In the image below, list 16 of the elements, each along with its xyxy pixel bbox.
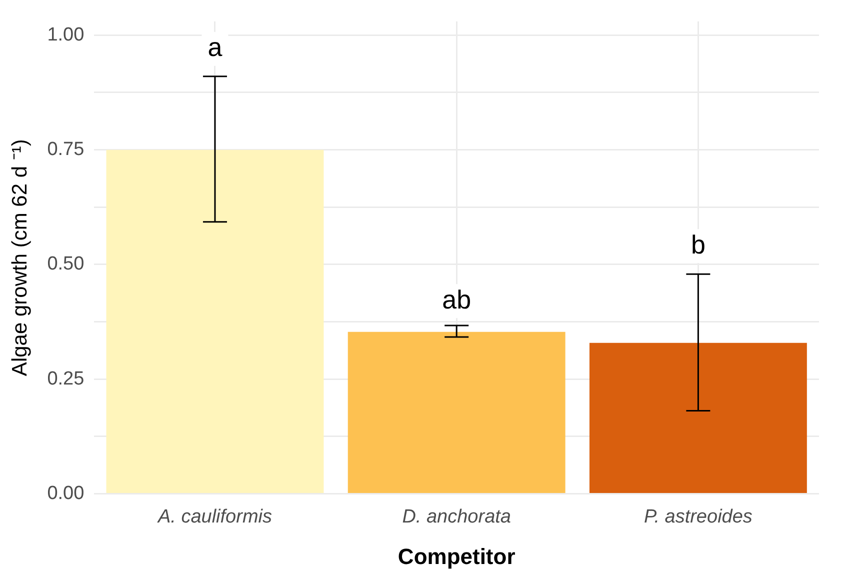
y-tick-label: 0.50 [47, 254, 84, 275]
y-tick-label: 0.00 [47, 483, 84, 504]
x-tick-label: A. cauliformis [156, 506, 272, 528]
bar [106, 150, 324, 494]
y-tick-label: 0.75 [47, 139, 84, 160]
annotation: b [690, 229, 706, 260]
x-tick-label: D. anchorata [402, 506, 511, 528]
x-axis-title: Competitor [398, 544, 516, 569]
bar [348, 332, 566, 494]
annotation: a [208, 32, 223, 62]
y-tick-label: 1.00 [47, 24, 84, 46]
x-tick-label: P. astreoides [644, 506, 753, 528]
bar [589, 342, 807, 494]
annotation: ab [442, 284, 472, 314]
y-axis-title: Algae growth (cm 62 d ⁻¹) [8, 139, 32, 376]
y-tick-label: 0.25 [47, 368, 84, 390]
